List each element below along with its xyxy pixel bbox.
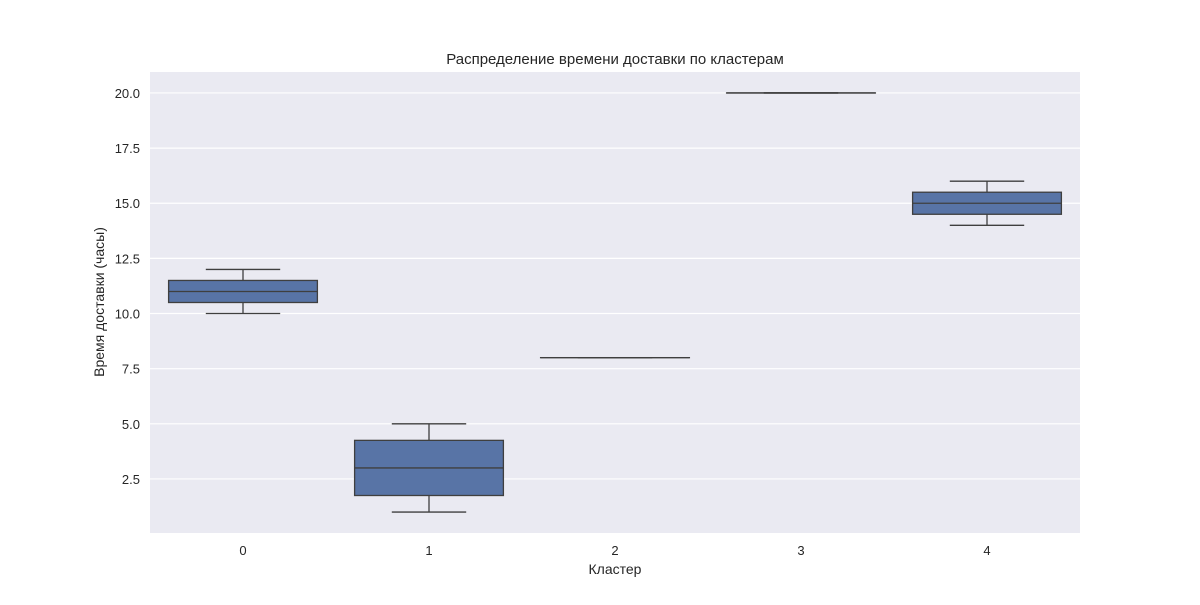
x-tick-label: 0: [239, 543, 246, 558]
y-tick-label: 20.0: [115, 86, 140, 101]
x-tick-label: 2: [611, 543, 618, 558]
y-axis-ticks: 2.5 5.0 7.5 10.0 12.5 15.0 17.5 20.0: [115, 86, 140, 487]
y-axis-label: Время доставки (часы): [91, 227, 107, 377]
chart-title: Распределение времени доставки по класте…: [446, 51, 784, 68]
x-tick-label: 3: [797, 543, 804, 558]
y-tick-label: 2.5: [122, 472, 140, 487]
y-tick-label: 12.5: [115, 251, 140, 266]
x-axis-label: Кластер: [589, 561, 642, 577]
y-tick-label: 5.0: [122, 417, 140, 432]
y-tick-label: 17.5: [115, 141, 140, 156]
y-tick-label: 15.0: [115, 196, 140, 211]
y-tick-label: 10.0: [115, 307, 140, 322]
x-axis-ticks: 0 1 2 3 4: [239, 543, 990, 558]
x-tick-label: 4: [983, 543, 990, 558]
x-tick-label: 1: [425, 543, 432, 558]
y-tick-label: 7.5: [122, 362, 140, 377]
